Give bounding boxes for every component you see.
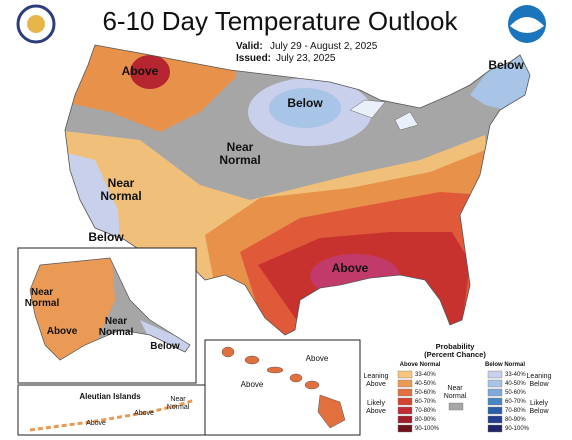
noaa-logo-bird [510,17,544,33]
region-label: Near Normal [100,176,142,203]
title: 6-10 Day Temperature Outlook [102,6,458,36]
legend-swatch [487,397,503,406]
valid-dates: July 29 - August 2, 2025 [270,41,378,52]
hawaii-islands [221,346,346,429]
legend-header: Above Normal [399,362,441,368]
legend-range: 90-100% [505,426,530,432]
great-lakes [349,99,419,131]
alaska-label: Above [46,326,78,337]
legend-range: 70-80% [505,408,526,414]
legend-range: 70-80% [415,408,436,414]
legend-swatch [397,406,413,415]
legend-near: Near Normal [443,385,467,400]
alaska-label: Near Normal [24,287,60,309]
aleutian-label: Above [134,410,154,417]
legend-range: 40-50% [505,381,526,387]
legend-range: 33-40% [415,372,436,378]
hawaii-label: Above [305,354,329,363]
legend-range: 60-70% [415,399,436,405]
region-label: Above [331,261,369,275]
legend-side: Likely Above [366,400,386,415]
legend-swatch [487,379,503,388]
alaska-label: Near Normal [98,316,134,338]
region-label: Below [488,58,524,72]
legend-swatch [397,370,413,379]
legend-range: 50-60% [505,390,526,396]
legend-header: Below Normal [484,362,525,368]
valid-label: Valid: [236,41,263,52]
legend-title: Probability (Percent Chance) [424,342,486,359]
conus-outline [64,44,531,336]
legend-swatch [397,388,413,397]
legend-side: Leaning Above [363,373,389,388]
legend-side: Likely Below [529,400,549,415]
aleutian-title: Aleutian Islands [79,392,141,401]
legend-swatch [397,415,413,424]
legend-range: 90-100% [415,426,440,432]
region-label: Below [88,230,124,244]
commerce-logo-center [27,15,45,33]
hawaii-label: Above [240,380,264,389]
legend-range: 80-90% [505,417,526,423]
alaska-label: Below [150,341,180,352]
issued-label: Issued: [236,53,272,64]
issued-date: July 23, 2025 [276,53,336,64]
legend [397,370,503,433]
aleutian-islands [29,398,196,432]
region-label: Near Normal [219,140,261,167]
legend-range: 80-90% [415,417,436,423]
legend-range: 33-40% [505,372,526,378]
legend-range: 60-70% [505,399,526,405]
legend-range: 50-60% [415,390,436,396]
legend-swatch [487,388,503,397]
region-label: Below [287,96,323,110]
legend-swatch [448,402,464,411]
legend-range: 40-50% [415,381,436,387]
legend-swatch [397,424,413,433]
alaska-outline [29,257,191,361]
aleutian-label: Near Normal [166,396,190,411]
legend-side: Leaning Below [526,373,552,388]
legend-swatch [487,370,503,379]
legend-swatch [487,415,503,424]
legend-swatch [397,379,413,388]
aleutian-label: Above [86,420,106,427]
region-label: Above [121,64,159,78]
legend-swatch [397,397,413,406]
legend-swatch [487,424,503,433]
legend-swatch [487,406,503,415]
